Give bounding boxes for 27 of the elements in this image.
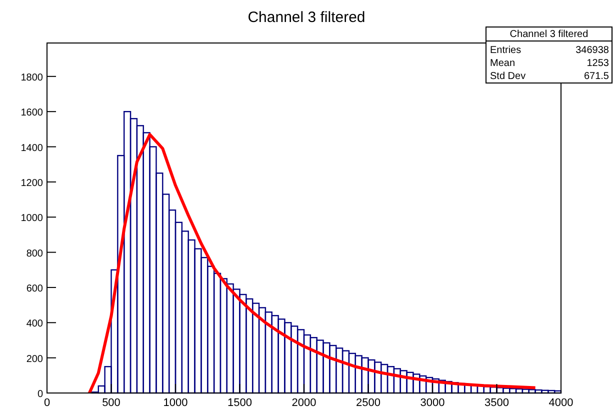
y-tick-label: 800 bbox=[26, 248, 44, 260]
x-tick-label: 3000 bbox=[420, 397, 445, 409]
y-tick-label: 600 bbox=[26, 283, 44, 294]
y-tick-label: 1800 bbox=[20, 72, 44, 84]
text: Channel 3 filtered bbox=[510, 29, 588, 40]
y-tick-label: 0 bbox=[37, 389, 44, 400]
y-tick-label: 1200 bbox=[20, 178, 44, 189]
chart-title: Channel 3 filtered bbox=[248, 9, 366, 26]
y-tick-label: 400 bbox=[26, 318, 44, 330]
y-tick-label: 1000 bbox=[20, 213, 44, 224]
x-tick-label: 3500 bbox=[484, 397, 509, 409]
x-tick-label: 4000 bbox=[548, 397, 574, 409]
x-tick-label: 2500 bbox=[356, 397, 380, 409]
y-tick-label: 1400 bbox=[20, 142, 44, 154]
x-tick-label: 1000 bbox=[163, 397, 188, 409]
text: 671.5 bbox=[584, 71, 610, 82]
annotation: Mean bbox=[490, 58, 516, 69]
annotation: Entries bbox=[490, 45, 522, 56]
x-tick-label: 1500 bbox=[228, 397, 252, 409]
line-series bbox=[88, 132, 537, 394]
annotation: Std Dev bbox=[490, 71, 526, 82]
x-tick-label: 500 bbox=[102, 397, 120, 409]
text: 346938 bbox=[576, 45, 610, 56]
y-tick-label: 1600 bbox=[20, 108, 44, 119]
text: 1253 bbox=[586, 58, 610, 69]
x-tick-label: 2000 bbox=[292, 397, 316, 409]
y-tick-label: 200 bbox=[26, 354, 44, 365]
